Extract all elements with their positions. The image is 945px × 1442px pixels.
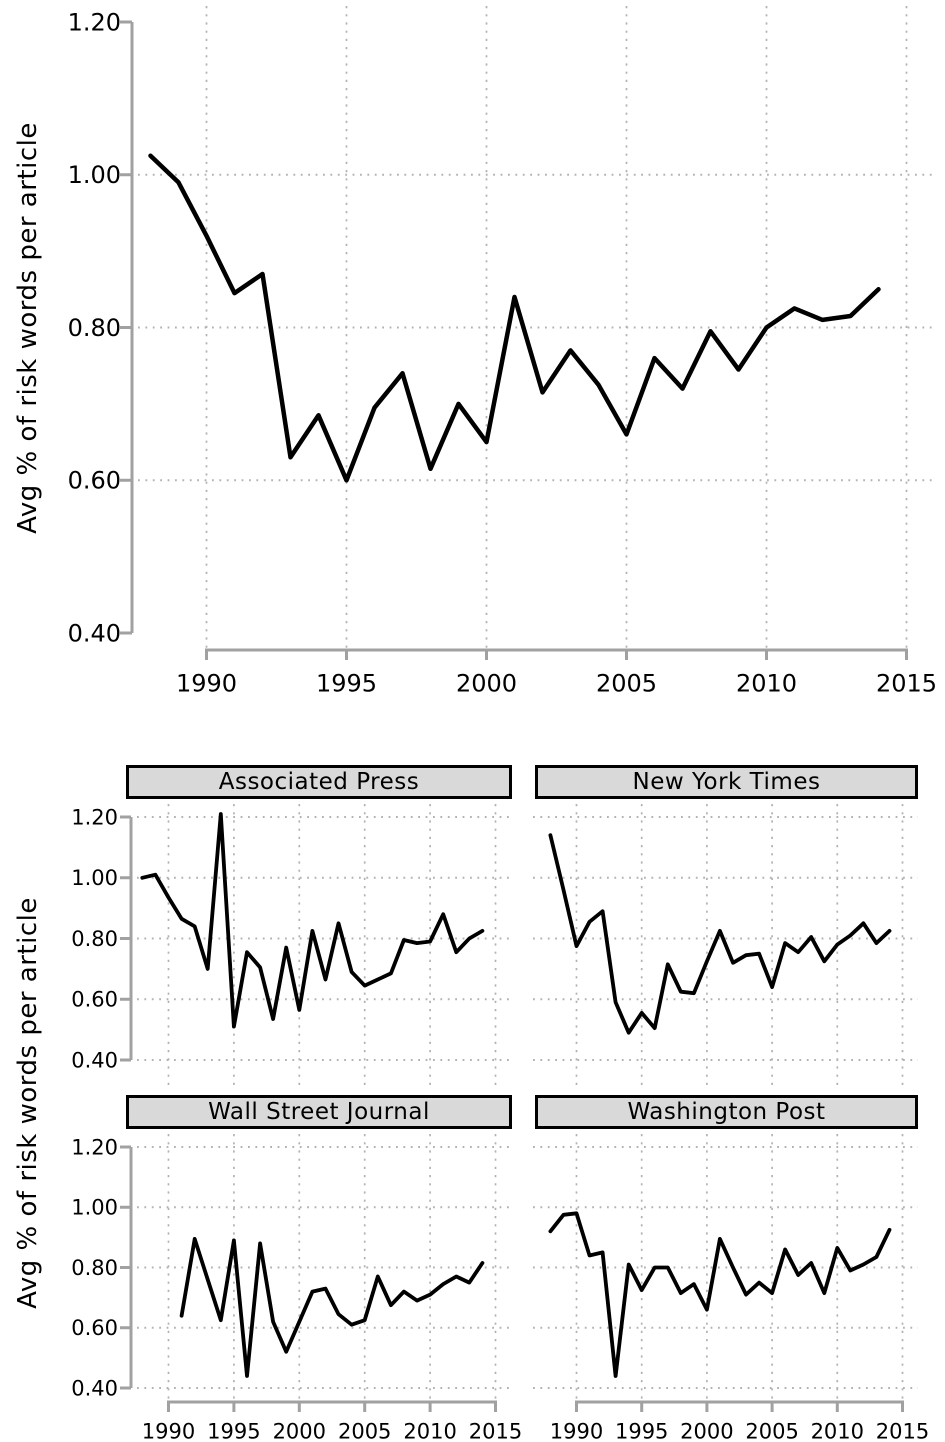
wapo-x-tick-label: 2010 <box>811 1419 864 1442</box>
overall-x-tick-label: 2015 <box>876 669 937 697</box>
wapo-x-tick-label: 1995 <box>615 1419 668 1442</box>
wsj-x-tick-label: 1995 <box>207 1419 260 1442</box>
ap-y-tick-label: 0.80 <box>71 927 118 951</box>
ap-y-tick-label: 0.60 <box>71 988 118 1012</box>
wsj-x-tick-label: 2015 <box>469 1419 522 1442</box>
wsj-x-tick-label: 2005 <box>338 1419 391 1442</box>
wapo-x-tick-label: 2015 <box>876 1419 929 1442</box>
overall-y-tick-label: 0.80 <box>68 314 121 342</box>
wapo-x-tick-label: 1990 <box>550 1419 603 1442</box>
wsj-y-tick-label: 0.80 <box>71 1256 118 1280</box>
overall-x-tick-label: 1995 <box>316 669 377 697</box>
wsj-y-tick-label: 0.60 <box>71 1316 118 1340</box>
panel-title-washington-post: Washington Post <box>535 1095 918 1129</box>
wsj-y-tick-label: 1.00 <box>71 1196 118 1220</box>
overall-y-tick-label: 1.20 <box>68 8 121 36</box>
wapo-x-tick-label: 2000 <box>680 1419 733 1442</box>
wsj-x-tick-label: 2000 <box>273 1419 326 1442</box>
nyt-data-line <box>548 833 892 1035</box>
overall-x-tick-label: 2000 <box>456 669 517 697</box>
wsj-y-tick-label: 0.40 <box>71 1376 118 1400</box>
overall-x-tick-label: 1990 <box>176 669 237 697</box>
ap-y-tick-label: 0.40 <box>71 1048 118 1072</box>
overall-data-line <box>148 153 881 483</box>
wsj-data-line <box>179 1237 485 1378</box>
ap-y-tick-label: 1.00 <box>71 866 118 890</box>
panel-title-associated-press: Associated Press <box>126 765 512 799</box>
y-axis-label-top: Avg % of risk words per article <box>13 122 43 534</box>
wapo-x-tick-label: 2005 <box>745 1419 798 1442</box>
wsj-y-tick-label: 1.20 <box>71 1135 118 1159</box>
panel-title-new-york-times: New York Times <box>535 765 918 799</box>
wsj-x-tick-label: 1990 <box>142 1419 195 1442</box>
overall-y-tick-label: 1.00 <box>68 161 121 189</box>
wapo-data-line <box>548 1211 892 1378</box>
overall-y-tick-label: 0.40 <box>68 619 121 647</box>
y-axis-label-bottom: Avg % of risk words per article <box>13 897 43 1309</box>
panel-title-wall-street-journal: Wall Street Journal <box>126 1095 512 1129</box>
overall-y-tick-label: 0.60 <box>68 467 121 495</box>
overall-x-tick-label: 2010 <box>736 669 797 697</box>
wsj-x-tick-label: 2010 <box>403 1419 456 1442</box>
ap-y-tick-label: 1.20 <box>71 805 118 829</box>
overall-x-tick-label: 2005 <box>596 669 657 697</box>
ap-data-line <box>140 812 485 1029</box>
